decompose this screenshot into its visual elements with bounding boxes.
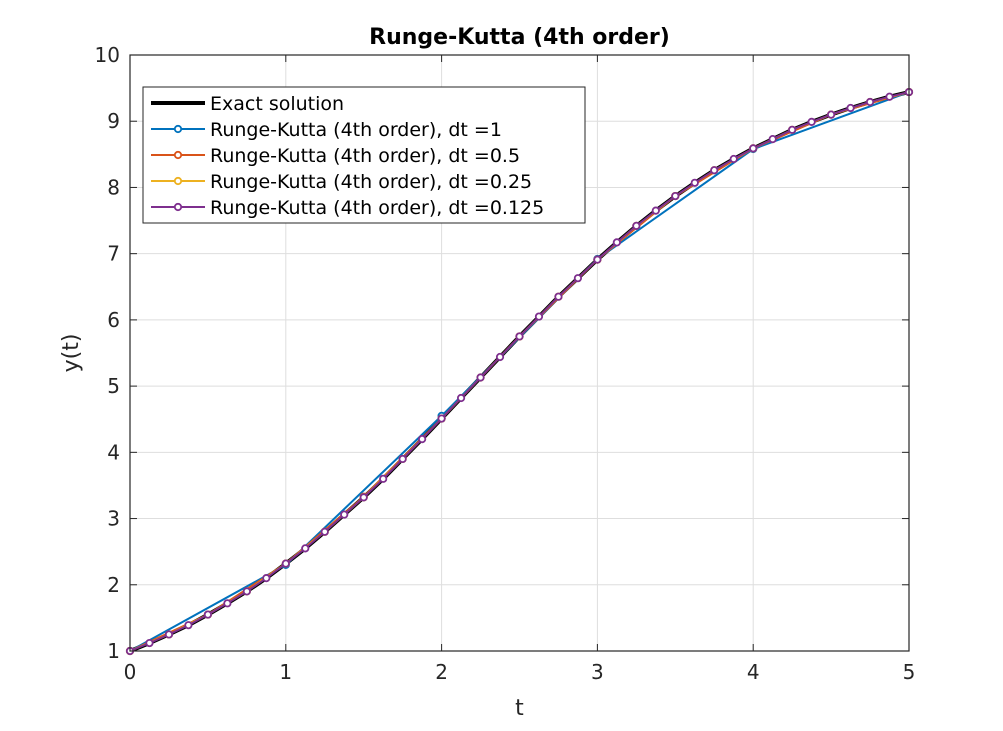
data-point [398, 454, 407, 464]
data-point [281, 559, 290, 568]
x-tick-label: 2 [435, 660, 448, 684]
data-point [593, 255, 602, 264]
x-tick-label: 5 [903, 660, 916, 684]
y-tick-label: 2 [107, 573, 120, 597]
data-point [379, 474, 388, 483]
data-point [495, 352, 505, 362]
legend-marker [173, 124, 183, 134]
data-point [242, 587, 251, 596]
legend-label: Runge-Kutta (4th order), dt =0.5 [210, 145, 520, 167]
data-point [612, 238, 621, 247]
data-point [301, 544, 310, 553]
y-tick-label: 7 [107, 242, 120, 266]
data-point [826, 110, 836, 119]
legend-label: Exact solution [210, 93, 344, 115]
series-4 [125, 87, 914, 656]
data-point [418, 434, 427, 444]
data-point [807, 117, 816, 126]
y-tick-label: 6 [107, 308, 120, 332]
data-point [359, 493, 368, 502]
y-tick-label: 8 [107, 175, 120, 199]
data-point [184, 621, 193, 630]
chart-title: Runge-Kutta (4th order) [369, 25, 670, 50]
data-point [788, 125, 797, 134]
data-point [437, 414, 446, 423]
data-point [534, 312, 544, 321]
axes-box [129, 54, 910, 652]
x-tick-label: 3 [591, 660, 604, 684]
data-point [145, 638, 154, 648]
legend: Exact solution Runge-Kutta (4th order), d… [142, 86, 586, 224]
legend-marker [173, 150, 183, 160]
data-point [223, 599, 232, 608]
data-point [671, 191, 680, 201]
data-point [690, 178, 699, 187]
data-point [710, 166, 719, 175]
legend-marker [173, 202, 183, 212]
data-point [554, 292, 563, 301]
legend-label: Runge-Kutta (4th order), dt =0.125 [210, 197, 544, 219]
legend-marker [173, 176, 183, 186]
y-tick-label: 10 [95, 43, 120, 67]
data-point [573, 274, 583, 283]
data-point [164, 630, 174, 639]
data-point [749, 144, 758, 153]
legend-item: Runge-Kutta (4th order), dt =1 [151, 119, 502, 141]
data-point [515, 332, 524, 341]
data-point [865, 97, 875, 107]
x-tick-label: 0 [124, 660, 137, 684]
x-axis-label: t [515, 696, 524, 721]
y-tick-label: 3 [107, 507, 120, 531]
data-point [476, 373, 485, 382]
y-tick-label: 1 [107, 639, 120, 663]
data-point [320, 527, 329, 536]
data-point [632, 221, 641, 230]
legend-item: Runge-Kutta (4th order), dt =0.125 [151, 197, 544, 219]
data-point [885, 92, 894, 101]
data-point [651, 206, 660, 215]
legend-label: Runge-Kutta (4th order), dt =1 [210, 119, 502, 141]
legend-item: Exact solution [151, 93, 344, 115]
legend-item: Runge-Kutta (4th order), dt =0.5 [151, 145, 520, 167]
legend-item: Runge-Kutta (4th order), dt =0.25 [151, 171, 532, 193]
y-axis-label: y(t) [59, 334, 84, 373]
legend-label: Runge-Kutta (4th order), dt =0.25 [210, 171, 532, 193]
data-point [340, 510, 349, 519]
data-point [203, 610, 212, 619]
data-point [729, 154, 738, 164]
data-point [768, 135, 777, 144]
data-point [846, 103, 855, 113]
y-tick-label: 9 [107, 109, 120, 133]
data-point [456, 393, 466, 403]
legend-box [142, 86, 586, 224]
y-tick-label: 5 [107, 374, 120, 398]
y-tick-label: 4 [107, 440, 120, 464]
series-layer [125, 87, 914, 656]
data-point [262, 574, 271, 583]
x-tick-label: 4 [747, 660, 760, 684]
x-tick-label: 1 [279, 660, 292, 684]
